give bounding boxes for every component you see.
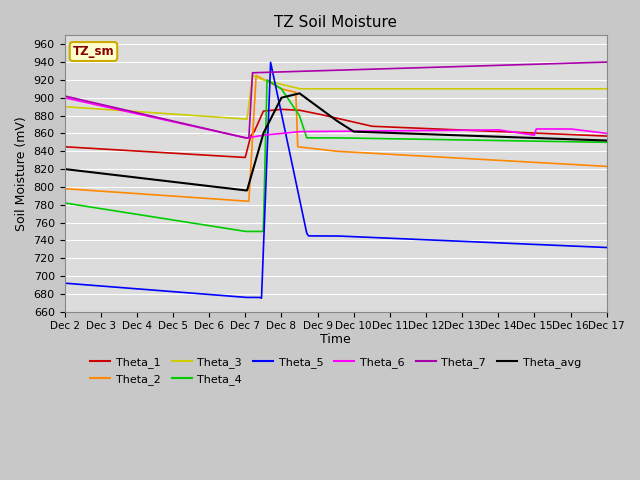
Theta_1 (61, 144, 68, 150)
Theta_2 (122, 190, 130, 196)
Theta_2 (269, 82, 276, 87)
Theta_1 (122, 147, 130, 153)
Theta_5 (61, 280, 68, 286)
Line: Theta_6: Theta_6 (65, 98, 607, 138)
Theta_avg (122, 173, 130, 179)
Theta_avg (593, 137, 600, 143)
Legend: Theta_1, Theta_2, Theta_3, Theta_4, Theta_5, Theta_6, Theta_7, Theta_avg: Theta_1, Theta_2, Theta_3, Theta_4, Thet… (86, 353, 586, 389)
Theta_7 (241, 135, 249, 141)
Theta_2 (593, 163, 600, 168)
Theta_6 (155, 116, 163, 121)
Theta_1 (269, 108, 276, 113)
Theta_5 (267, 60, 275, 65)
Theta_1 (603, 133, 611, 139)
Theta_7 (122, 108, 130, 113)
Theta_3 (61, 104, 68, 109)
Theta_3 (593, 86, 600, 92)
Theta_7 (534, 61, 541, 67)
Theta_5 (603, 245, 611, 251)
Theta_2 (603, 164, 611, 169)
Theta_4 (263, 77, 271, 83)
Line: Theta_1: Theta_1 (65, 109, 607, 157)
Theta_6 (269, 132, 276, 137)
Theta_avg (292, 91, 300, 97)
Theta_6 (122, 108, 130, 114)
Theta_6 (292, 129, 300, 135)
Theta_4 (155, 215, 163, 221)
Theta_5 (534, 241, 542, 247)
Theta_6 (241, 135, 249, 141)
Theta_5 (593, 244, 600, 250)
Theta_avg (155, 177, 163, 183)
Theta_5 (269, 70, 276, 75)
Theta_3 (292, 85, 300, 91)
Theta_3 (534, 86, 542, 92)
Theta_3 (122, 108, 130, 114)
Line: Theta_3: Theta_3 (65, 75, 607, 119)
Line: Theta_2: Theta_2 (65, 75, 607, 201)
Theta_4 (534, 138, 542, 144)
X-axis label: Time: Time (320, 333, 351, 346)
Theta_avg (296, 90, 303, 96)
Theta_4 (241, 228, 249, 234)
Theta_4 (122, 210, 130, 216)
Theta_4 (603, 139, 611, 145)
Line: Theta_4: Theta_4 (65, 80, 607, 231)
Theta_4 (269, 81, 276, 86)
Theta_1 (155, 149, 163, 155)
Theta_3 (155, 110, 163, 116)
Line: Theta_avg: Theta_avg (65, 93, 607, 191)
Theta_5 (257, 295, 265, 301)
Theta_6 (534, 126, 541, 132)
Theta_4 (292, 108, 300, 114)
Theta_avg (61, 166, 68, 172)
Theta_7 (593, 60, 600, 65)
Theta_6 (61, 95, 68, 101)
Text: TZ_sm: TZ_sm (73, 45, 115, 58)
Theta_1 (534, 130, 542, 136)
Theta_7 (155, 115, 163, 120)
Theta_4 (593, 139, 600, 145)
Theta_6 (603, 131, 611, 136)
Theta_2 (155, 192, 163, 198)
Y-axis label: Soil Moisture (mV): Soil Moisture (mV) (15, 116, 28, 231)
Theta_1 (278, 107, 285, 112)
Theta_5 (292, 181, 300, 187)
Theta_2 (61, 186, 68, 192)
Theta_7 (292, 69, 300, 74)
Theta_avg (241, 188, 249, 193)
Theta_avg (269, 112, 276, 118)
Theta_avg (603, 138, 611, 144)
Theta_2 (292, 103, 300, 108)
Theta_1 (593, 133, 600, 139)
Theta_2 (252, 72, 260, 78)
Theta_3 (603, 86, 611, 92)
Theta_4 (61, 200, 68, 206)
Theta_avg (534, 135, 542, 141)
Line: Theta_7: Theta_7 (65, 62, 607, 138)
Theta_5 (122, 285, 130, 291)
Theta_5 (155, 288, 163, 293)
Theta_7 (603, 59, 611, 65)
Line: Theta_5: Theta_5 (65, 62, 607, 298)
Theta_2 (241, 198, 249, 204)
Theta_6 (593, 129, 600, 135)
Title: TZ Soil Moisture: TZ Soil Moisture (274, 15, 397, 30)
Theta_2 (534, 160, 542, 166)
Theta_1 (292, 107, 300, 113)
Theta_7 (269, 69, 276, 75)
Theta_3 (249, 72, 257, 78)
Theta_7 (61, 93, 68, 99)
Theta_1 (241, 155, 249, 160)
Theta_3 (241, 116, 249, 122)
Theta_3 (269, 79, 276, 85)
